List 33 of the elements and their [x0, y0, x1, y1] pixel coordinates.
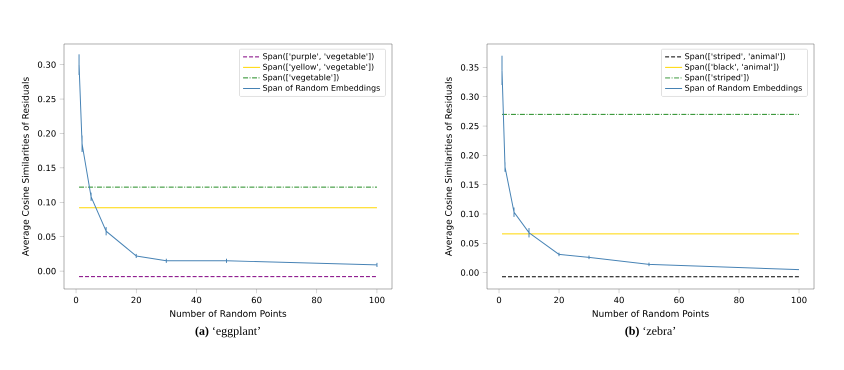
x-tick-label: 0	[496, 296, 502, 304]
x-tick-label: 80	[734, 296, 744, 304]
x-tick-label: 40	[614, 296, 624, 304]
x-tick-label: 20	[131, 296, 142, 304]
y-tick-label: 0.00	[38, 268, 56, 274]
y-tick-label: 0.15	[38, 164, 56, 172]
y-axis-title: Average Cosine Similarities of Residuals	[444, 77, 454, 256]
x-tick-label: 100	[370, 296, 384, 304]
text: (a) ‘eggplant’	[196, 326, 260, 338]
y-tick-label: 0.10	[38, 199, 56, 206]
y-tick-label: 0.35	[460, 64, 478, 71]
y-tick-label: 0.10	[460, 210, 479, 218]
y-tick-label: 0.25	[460, 122, 478, 130]
y-tick-label: 0.20	[38, 130, 56, 137]
x-tick-label: 60	[252, 296, 262, 304]
y-axis-title: Average Cosine Similarities of Residuals	[22, 77, 31, 256]
x-tick-label: 20	[554, 296, 564, 304]
y-tick-label: 0.05	[38, 233, 56, 240]
text: (b) ‘zebra’	[625, 326, 676, 338]
x-tick-label: 100	[792, 296, 807, 304]
y-tick-label: 0.15	[460, 181, 478, 188]
x-axis-title: Number of Random Points	[170, 310, 286, 317]
y-tick-label: 0.30	[460, 94, 479, 100]
y-tick-label: 0.05	[460, 240, 478, 246]
y-tick-label: 0.00	[460, 269, 479, 276]
x-axis-title: Number of Random Points	[592, 310, 709, 317]
x-tick-label: 0	[74, 296, 78, 304]
y-tick-label: 0.30	[38, 61, 56, 68]
x-tick-label: 40	[191, 296, 202, 304]
x-tick-label: 80	[312, 296, 322, 304]
y-tick-label: 0.20	[460, 152, 479, 159]
x-tick-label: 60	[674, 296, 684, 304]
y-tick-label: 0.25	[38, 96, 56, 102]
